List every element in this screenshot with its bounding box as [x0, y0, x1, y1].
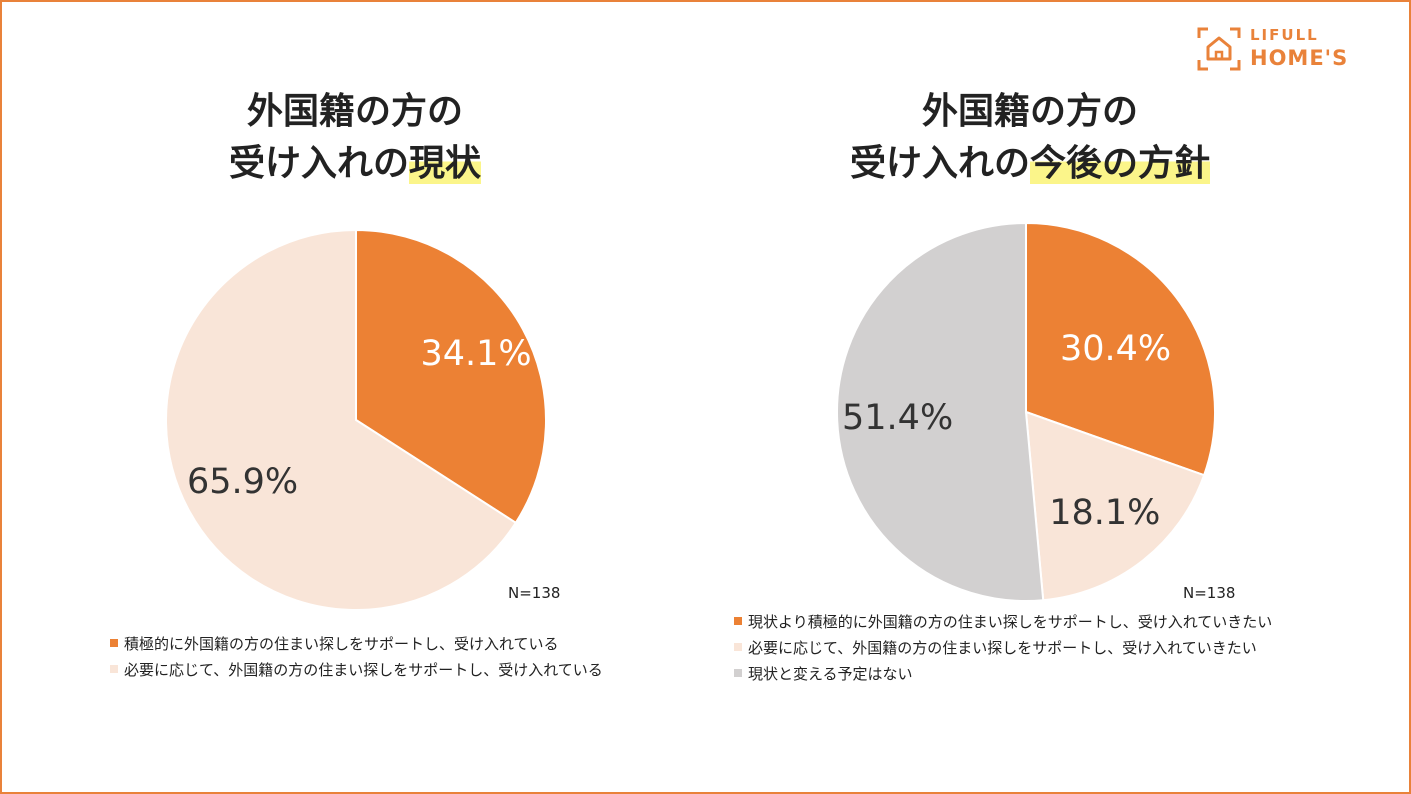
legend-label: 必要に応じて、外国籍の方の住まい探しをサポートし、受け入れている: [124, 660, 603, 679]
legend-item: 必要に応じて、外国籍の方の住まい探しをサポートし、受け入れていきたい: [734, 634, 1272, 660]
right-title-line1: 外国籍の方の: [921, 91, 1138, 132]
legend-label: 現状と変える予定はない: [748, 664, 913, 683]
pie-slice: [1024, 410, 1206, 602]
pie-slice: [836, 221, 1045, 602]
legend-label: 必要に応じて、外国籍の方の住まい探しをサポートし、受け入れていきたい: [748, 638, 1257, 657]
right-title-plain: 受け入れの: [849, 143, 1030, 184]
legend-swatch: [734, 643, 742, 651]
left-title-highlight: 現状: [409, 143, 482, 184]
logo-text-homes: HOME'S: [1250, 46, 1349, 70]
lifull-homes-logo: LIFULL HOME'S: [1196, 26, 1376, 72]
pie-slice: [165, 228, 518, 611]
left-title-plain: 受け入れの: [228, 143, 409, 184]
legend-swatch: [734, 669, 742, 677]
right-legend: 現状より積極的に外国籍の方の住まい探しをサポートし、受け入れていきたい 必要に応じ…: [734, 608, 1272, 686]
pie-slice: [1025, 221, 1216, 477]
house-logo-icon: [1197, 27, 1241, 71]
right-title-line2: 受け入れの今後の方針: [770, 138, 1290, 190]
legend-item: 積極的に外国籍の方の住まい探しをサポートし、受け入れている: [110, 630, 603, 656]
slice-value-label: 34.1%: [420, 334, 532, 375]
legend-item: 現状より積極的に外国籍の方の住まい探しをサポートし、受け入れていきたい: [734, 608, 1272, 634]
legend-item: 必要に応じて、外国籍の方の住まい探しをサポートし、受け入れている: [110, 656, 603, 682]
left-chart-title: 外国籍の方の 受け入れの現状: [140, 86, 570, 190]
right-chart-title: 外国籍の方の 受け入れの今後の方針: [770, 86, 1290, 190]
slice-value-label: 65.9%: [186, 461, 299, 502]
slice-value-label: 18.1%: [1049, 493, 1161, 534]
logo-text-lifull: LIFULL: [1250, 26, 1319, 44]
legend-label: 現状より積極的に外国籍の方の住まい探しをサポートし、受け入れていきたい: [748, 612, 1273, 631]
slice-value-label: 30.4%: [1059, 328, 1172, 369]
legend-swatch: [110, 639, 118, 647]
right-title-highlight: 今後の方針: [1030, 143, 1211, 184]
left-sample-size: N=138: [508, 584, 561, 602]
right-sample-size: N=138: [1183, 584, 1236, 602]
left-title-line1: 外国籍の方の: [246, 91, 463, 132]
legend-label: 積極的に外国籍の方の住まい探しをサポートし、受け入れている: [124, 634, 559, 653]
legend-swatch: [734, 617, 742, 625]
left-title-line2: 受け入れの現状: [140, 138, 570, 190]
legend-item: 現状と変える予定はない: [734, 660, 1272, 686]
slice-value-label: 51.4%: [842, 397, 954, 438]
legend-swatch: [110, 665, 118, 673]
left-legend: 積極的に外国籍の方の住まい探しをサポートし、受け入れている必要に応じて、外国籍の…: [110, 630, 603, 682]
